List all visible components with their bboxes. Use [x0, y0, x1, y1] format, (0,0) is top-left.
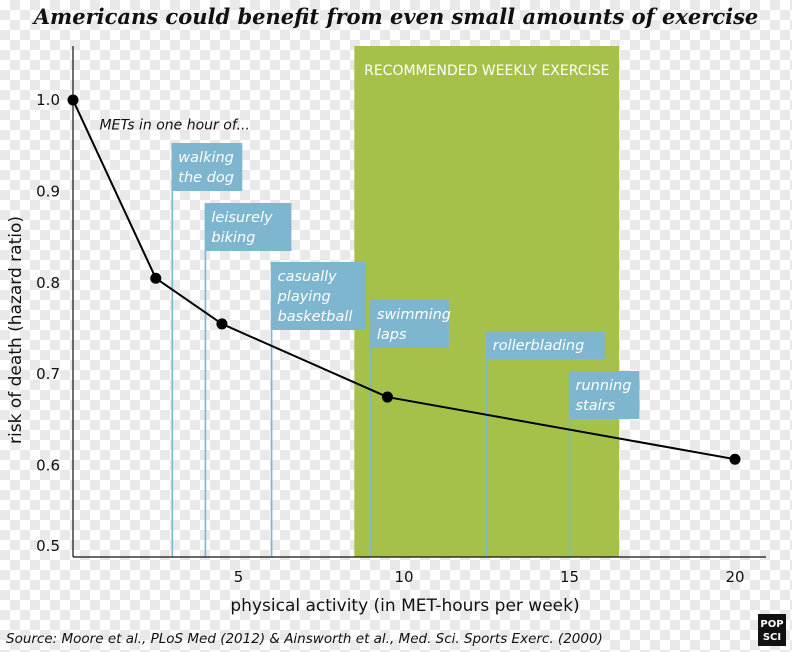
activity-label: swimming [377, 307, 451, 323]
y-tick-label: 0.8 [36, 274, 60, 292]
data-point [381, 391, 393, 403]
brand-text-line: SCI [763, 632, 781, 643]
activity-label: biking [211, 230, 255, 246]
activity-label: stairs [576, 398, 616, 414]
activity-label-box [271, 262, 366, 330]
chart-title: Americans could benefit from even small … [32, 4, 759, 29]
x-tick-label: 15 [560, 568, 579, 586]
brand-text-line: POP [760, 619, 783, 630]
x-tick-label: 10 [394, 568, 413, 586]
data-point [729, 453, 741, 465]
activity-label: rollerblading [493, 338, 585, 354]
activity-label: running [576, 378, 632, 394]
brand-badge: POP SCI [758, 614, 786, 646]
activity-label: walking [178, 150, 234, 166]
activity-label: playing [277, 289, 331, 305]
y-tick-label: 0.6 [36, 457, 60, 475]
y-tick-label: 1.0 [36, 91, 60, 109]
x-axis-label: physical activity (in MET-hours per week… [230, 596, 579, 616]
activity-label: basketball [278, 309, 353, 325]
recommended-exercise-label: RECOMMENDED WEEKLY EXERCISE [364, 63, 609, 79]
x-tick-label: 20 [725, 568, 744, 586]
activity-label-box [205, 203, 292, 251]
data-point [67, 94, 79, 106]
y-axis-label: risk of death (hazard ratio) [6, 216, 26, 444]
source-text: Source: Moore et al., PLoS Med (2012) & … [6, 631, 603, 647]
x-tick-label: 5 [234, 568, 244, 586]
y-tick-label: 0.7 [36, 365, 60, 383]
y-tick-label: 0.9 [36, 182, 60, 200]
activity-label: leisurely [211, 210, 273, 226]
activity-label: casually [278, 269, 338, 285]
activity-label: the dog [178, 170, 234, 186]
activity-label-box [370, 300, 449, 348]
activity-label-box [486, 331, 605, 359]
y-tick-label: 0.5 [36, 537, 60, 555]
activity-label-box [172, 143, 243, 191]
data-point [150, 272, 162, 284]
activity-label: laps [377, 327, 407, 343]
activity-label-box [569, 371, 640, 419]
annotation-label: METs in one hour of... [99, 118, 249, 134]
data-point [216, 318, 228, 330]
